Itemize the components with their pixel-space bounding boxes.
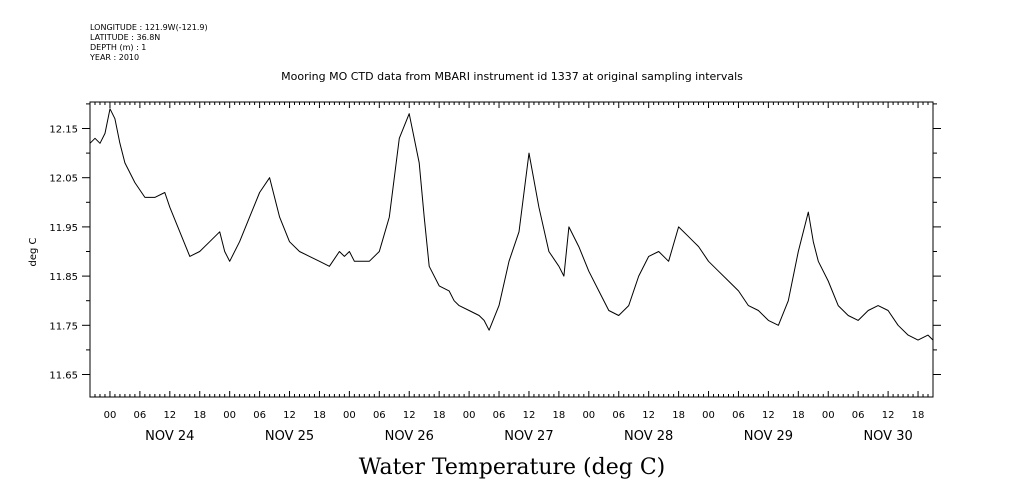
x-hour-label: 18 [193, 410, 206, 421]
y-axis-label: deg C [28, 237, 39, 266]
x-hour-label: 06 [852, 410, 865, 421]
x-day-label: NOV 30 [863, 429, 912, 444]
series-layer [89, 108, 934, 341]
x-day-label: NOV 27 [504, 429, 553, 444]
meta-latitude: LATITUDE : 36.8N [90, 33, 160, 42]
meta-depth: DEPTH (m) : 1 [90, 43, 146, 52]
x-hour-label: 00 [702, 410, 715, 421]
metadata-block: LONGITUDE : 121.9W(-121.9) LATITUDE : 36… [89, 23, 208, 62]
x-hour-label: 00 [223, 410, 236, 421]
chart-title: Mooring MO CTD data from MBARI instrumen… [281, 70, 743, 83]
x-hour-label: 12 [283, 410, 296, 421]
x-hour-label: 12 [523, 410, 536, 421]
meta-year: YEAR : 2010 [89, 53, 139, 62]
y-tick-label: 11.65 [49, 371, 78, 382]
x-hour-label: 12 [403, 410, 416, 421]
x-hour-label: 18 [672, 410, 685, 421]
x-hour-label: 06 [373, 410, 386, 421]
x-hour-label: 18 [433, 410, 446, 421]
y-tick-label: 11.75 [49, 321, 78, 332]
y-tick-label: 12.15 [49, 125, 78, 136]
x-hour-label: 18 [912, 410, 925, 421]
y-tick-label: 11.85 [49, 272, 78, 283]
x-hour-label: 06 [612, 410, 625, 421]
x-hour-label: 00 [582, 410, 595, 421]
y-tick-label: 12.05 [49, 174, 78, 185]
x-hour-label: 12 [642, 410, 655, 421]
plot-frame [89, 101, 934, 398]
x-day-label: NOV 28 [624, 429, 673, 444]
x-hour-label: 06 [493, 410, 506, 421]
x-hour-label: 06 [732, 410, 745, 421]
x-hour-label: 00 [463, 410, 476, 421]
x-axis-title: Water Temperature (deg C) [359, 455, 666, 480]
meta-longitude: LONGITUDE : 121.9W(-121.9) [90, 23, 208, 32]
x-hour-label: 18 [792, 410, 805, 421]
x-hour-label: 06 [253, 410, 266, 421]
axis-labels: 12.15 12.05 11.95 11.85 11.75 11.65 00 06 12 18 00… [49, 125, 924, 445]
x-hour-label: 06 [134, 410, 147, 421]
axis-ticks [82, 102, 941, 397]
x-hour-label: 00 [104, 410, 117, 421]
y-tick-label: 11.95 [49, 223, 78, 234]
x-hour-label: 12 [762, 410, 775, 421]
x-hour-label: 00 [343, 410, 356, 421]
x-day-label: NOV 25 [265, 429, 314, 444]
x-hour-label: 12 [882, 410, 895, 421]
x-hour-label: 00 [822, 410, 835, 421]
x-hour-label: 18 [313, 410, 326, 421]
x-day-label: NOV 24 [145, 429, 194, 444]
x-day-label: NOV 26 [385, 429, 434, 444]
x-hour-label: 12 [163, 410, 176, 421]
water-temperature-line [89, 108, 934, 341]
x-day-label: NOV 29 [744, 429, 793, 444]
x-hour-label: 18 [553, 410, 566, 421]
